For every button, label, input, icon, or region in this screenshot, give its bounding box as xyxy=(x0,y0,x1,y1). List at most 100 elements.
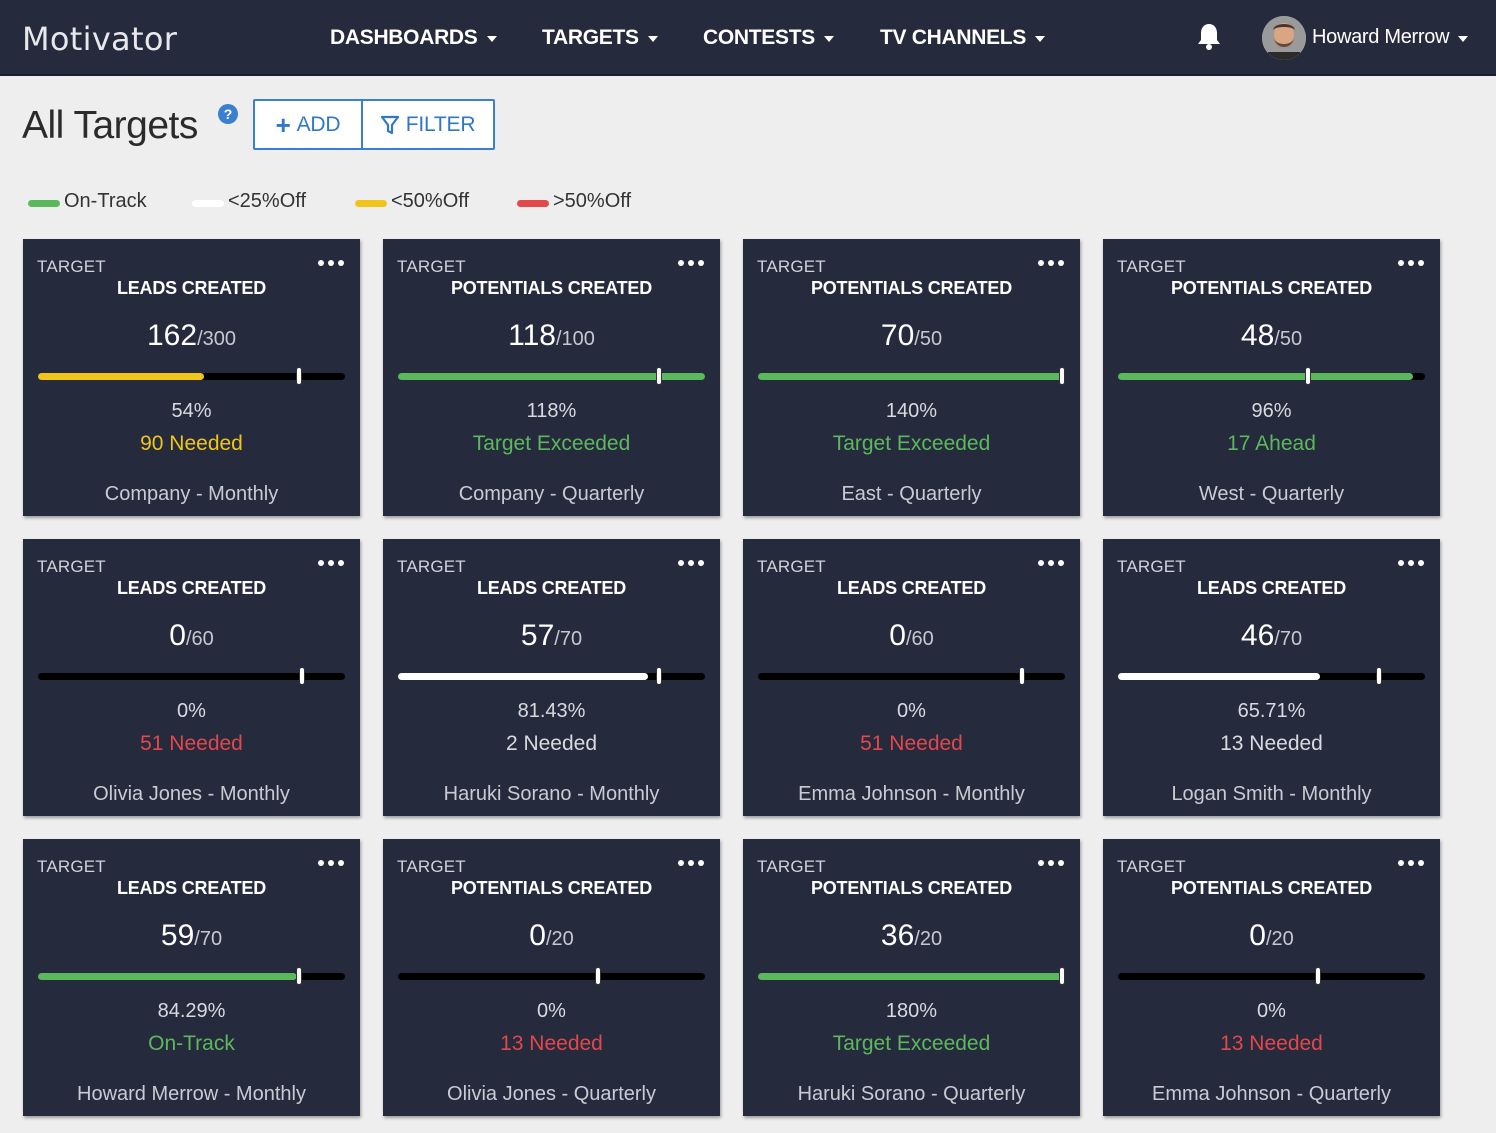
help-icon[interactable]: ? xyxy=(218,104,238,124)
card-value: 46/70 xyxy=(1103,619,1440,653)
progress-bar xyxy=(1118,367,1425,385)
card-status: 13 Needed xyxy=(500,1032,603,1055)
brand-logo[interactable]: Motivator xyxy=(22,20,178,58)
target-card-12[interactable]: TARGET POTENTIALS CREATED 0/20 0% 13 Nee… xyxy=(1103,839,1440,1116)
card-value: 118/100 xyxy=(383,319,720,353)
card-value: 48/50 xyxy=(1103,319,1440,353)
card-kicker: TARGET xyxy=(397,557,466,576)
card-scope: West - Quarterly xyxy=(1198,483,1345,505)
card-current-value: 0 xyxy=(169,619,186,652)
progress-bar xyxy=(38,367,345,385)
more-options-icon[interactable] xyxy=(678,857,704,869)
progress-bar-fill xyxy=(1118,673,1320,680)
card-metric-name: LEADS CREATED xyxy=(116,878,267,898)
card-metric-name: LEADS CREATED xyxy=(116,578,267,598)
card-current-value: 46 xyxy=(1240,619,1275,652)
more-options-icon[interactable] xyxy=(678,257,704,269)
card-metric-name: POTENTIALS CREATED xyxy=(450,878,653,898)
progress-bar xyxy=(758,667,1065,685)
bell-icon[interactable] xyxy=(1196,22,1222,50)
nav-dashboards[interactable]: DASHBOARDS xyxy=(330,26,497,50)
target-card-1[interactable]: TARGET LEADS CREATED 162/300 54% 90 Need… xyxy=(23,239,360,516)
card-scope: Company - Monthly xyxy=(104,483,279,505)
target-card-7[interactable]: TARGET LEADS CREATED 0/60 0% 51 Needed E… xyxy=(743,539,1080,816)
card-scope: Haruki Sorano - Quarterly xyxy=(797,1083,1026,1105)
card-value: 0/60 xyxy=(743,619,1080,653)
target-card-10[interactable]: TARGET POTENTIALS CREATED 0/20 0% 13 Nee… xyxy=(383,839,720,1116)
more-options-icon[interactable] xyxy=(1038,257,1064,269)
progress-expected-marker xyxy=(1059,967,1065,985)
more-options-icon[interactable] xyxy=(318,857,344,869)
card-current-value: 57 xyxy=(520,619,555,652)
more-options-icon[interactable] xyxy=(318,257,344,269)
card-kicker: TARGET xyxy=(1117,257,1186,276)
progress-bar xyxy=(1118,967,1425,985)
progress-bar-fill xyxy=(38,973,297,980)
progress-expected-marker xyxy=(299,667,305,685)
target-card-6[interactable]: TARGET LEADS CREATED 57/70 81.43% 2 Need… xyxy=(383,539,720,816)
target-card-2[interactable]: TARGET POTENTIALS CREATED 118/100 118% T… xyxy=(383,239,720,516)
legend-under-50-off: <50%Off xyxy=(355,190,469,213)
target-card-8[interactable]: TARGET LEADS CREATED 46/70 65.71% 13 Nee… xyxy=(1103,539,1440,816)
progress-bar-fill xyxy=(1118,373,1413,380)
legend-swatch xyxy=(517,200,549,207)
progress-bar xyxy=(758,367,1065,385)
card-value: 0/60 xyxy=(23,619,360,653)
add-button[interactable]: + ADD xyxy=(255,101,363,148)
nav-contests[interactable]: CONTESTS xyxy=(703,26,834,50)
card-current-value: 118 xyxy=(508,319,556,352)
add-button-label: ADD xyxy=(296,112,341,136)
card-scope: Company - Quarterly xyxy=(458,483,645,505)
target-card-9[interactable]: TARGET LEADS CREATED 59/70 84.29% On-Tra… xyxy=(23,839,360,1116)
card-percent: 65.71% xyxy=(1237,700,1306,722)
progress-bar xyxy=(1118,667,1425,685)
more-options-icon[interactable] xyxy=(678,557,704,569)
card-metric-name: POTENTIALS CREATED xyxy=(810,878,1013,898)
card-status: 13 Needed xyxy=(1220,732,1323,755)
more-options-icon[interactable] xyxy=(1398,257,1424,269)
progress-expected-marker xyxy=(296,967,302,985)
progress-expected-marker xyxy=(1376,667,1382,685)
progress-bar xyxy=(758,967,1065,985)
more-options-icon[interactable] xyxy=(1038,857,1064,869)
nav-dashboards-label: DASHBOARDS xyxy=(330,26,478,49)
target-card-5[interactable]: TARGET LEADS CREATED 0/60 0% 51 Needed O… xyxy=(23,539,360,816)
card-current-value: 0 xyxy=(889,619,906,652)
card-goal-value: /60 xyxy=(185,628,214,650)
card-value: 162/300 xyxy=(23,319,360,353)
card-current-value: 59 xyxy=(160,919,195,952)
card-current-value: 70 xyxy=(880,319,915,352)
more-options-icon[interactable] xyxy=(1398,557,1424,569)
card-percent: 140% xyxy=(885,400,938,422)
card-goal-value: /20 xyxy=(914,928,943,950)
nav-tv-channels[interactable]: TV CHANNELS xyxy=(880,26,1046,50)
card-status: On-Track xyxy=(148,1032,235,1055)
card-goal-value: /100 xyxy=(555,328,595,350)
more-options-icon[interactable] xyxy=(318,557,344,569)
card-status: 13 Needed xyxy=(1220,1032,1323,1055)
avatar[interactable] xyxy=(1262,16,1306,60)
progress-expected-marker xyxy=(595,967,601,985)
chevron-down-icon xyxy=(1458,35,1469,42)
card-percent: 180% xyxy=(885,1000,938,1022)
progress-bar-fill xyxy=(758,373,1065,380)
card-status: 51 Needed xyxy=(140,732,243,755)
card-kicker: TARGET xyxy=(37,557,106,576)
user-menu[interactable]: Howard Merrow xyxy=(1312,26,1469,49)
target-card-3[interactable]: TARGET POTENTIALS CREATED 70/50 140% Tar… xyxy=(743,239,1080,516)
card-percent: 0% xyxy=(1257,1000,1286,1022)
card-percent: 118% xyxy=(526,400,577,422)
progress-expected-marker xyxy=(1315,967,1321,985)
target-card-4[interactable]: TARGET POTENTIALS CREATED 48/50 96% 17 A… xyxy=(1103,239,1440,516)
progress-expected-marker xyxy=(1019,667,1025,685)
card-kicker: TARGET xyxy=(37,857,106,876)
top-navbar: Motivator DASHBOARDS TARGETS CONTESTS TV… xyxy=(0,0,1496,76)
more-options-icon[interactable] xyxy=(1038,557,1064,569)
nav-contests-label: CONTESTS xyxy=(703,26,815,49)
nav-targets[interactable]: TARGETS xyxy=(542,26,658,50)
target-card-11[interactable]: TARGET POTENTIALS CREATED 36/20 180% Tar… xyxy=(743,839,1080,1116)
filter-button[interactable]: FILTER xyxy=(363,101,493,148)
progress-bar-fill xyxy=(758,973,1065,980)
card-status: Target Exceeded xyxy=(832,1032,991,1055)
more-options-icon[interactable] xyxy=(1398,857,1424,869)
